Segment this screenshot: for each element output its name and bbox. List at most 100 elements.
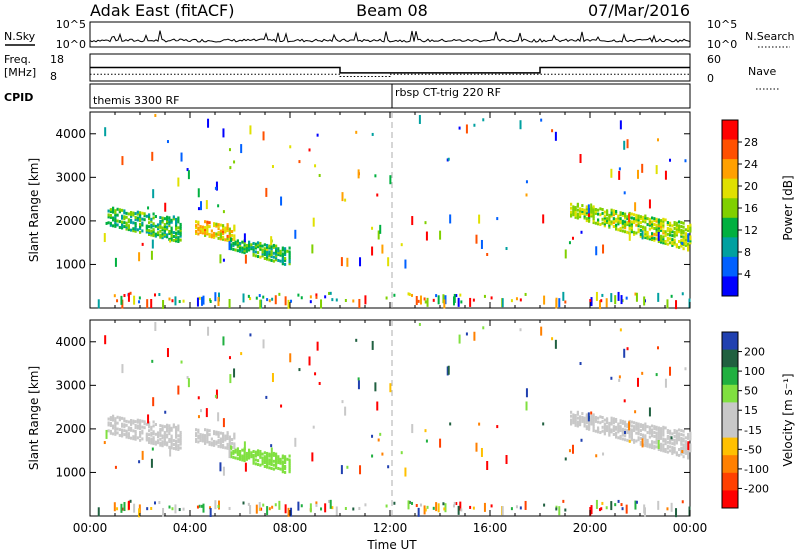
power-echo (215, 222, 218, 226)
power-echo (175, 237, 178, 241)
power-echo (259, 241, 262, 245)
velocity-echo (259, 449, 262, 453)
power-echo (637, 214, 640, 218)
power-echo (157, 233, 160, 237)
velocity-echo (199, 437, 202, 441)
power-echo (418, 114, 421, 124)
power-echo (257, 245, 260, 249)
power-echo (148, 213, 151, 217)
velocity-echo (159, 424, 162, 428)
power-echo (601, 217, 604, 221)
velocity-echo (288, 470, 291, 474)
noise-line (89, 30, 691, 43)
power-echo (571, 236, 574, 240)
power-echo (143, 214, 146, 218)
velocity-echo (590, 416, 593, 420)
velocity-echo (179, 434, 182, 438)
velocity-echo (689, 431, 692, 435)
power-echo (469, 297, 472, 307)
velocity-echo (208, 433, 211, 437)
power-echo (568, 241, 571, 245)
velocity-echo (606, 429, 609, 433)
cpid-mode-2: rbsp CT-trig 220 RF (395, 86, 501, 99)
velocity-echo (581, 419, 584, 423)
power-echo (311, 244, 314, 254)
power-echo (637, 224, 640, 228)
power-echo (247, 294, 250, 298)
velocity-echo (150, 441, 153, 445)
velocity-echo (662, 445, 665, 449)
power-echo (651, 238, 654, 242)
velocity-echo (148, 429, 151, 433)
power-echo (595, 246, 598, 256)
power-echo (241, 240, 244, 244)
velocity-echo (195, 432, 198, 436)
velocity-echo (639, 423, 642, 427)
power-echo (139, 219, 142, 223)
velocity-echo (204, 434, 207, 438)
velocity-echo (655, 425, 658, 429)
velocity-echo (644, 428, 647, 432)
power-echo (646, 230, 649, 234)
velocity-echo (134, 429, 137, 433)
power-echo (633, 219, 636, 223)
velocity-echo (125, 431, 128, 435)
velocity-echo (161, 428, 164, 432)
velocity-echo (641, 438, 644, 448)
power-echo (201, 225, 204, 229)
velocity-echo (619, 429, 622, 433)
power-echo (120, 295, 123, 305)
velocity-echo (651, 432, 654, 436)
velocity-echo (248, 454, 251, 458)
power-echo (217, 204, 220, 208)
velocity-echo (617, 424, 620, 428)
power-echo (689, 235, 692, 239)
power-echo (579, 209, 582, 213)
power-echo (644, 220, 647, 224)
velocity-echo (331, 506, 334, 510)
velocity-echo (660, 432, 663, 436)
power-echo (576, 202, 579, 206)
power-echo (270, 236, 273, 246)
power-echo (175, 217, 178, 221)
power-echo (630, 228, 633, 232)
power-echo (610, 212, 613, 216)
power-echo (687, 233, 690, 243)
velocity-echo (208, 429, 211, 433)
power-echo (633, 221, 636, 225)
power-echo (163, 228, 166, 232)
velocity-echo (675, 441, 678, 445)
velocity-colorbar-cell (722, 455, 738, 474)
velocity-echo (175, 425, 178, 429)
velocity-echo (175, 427, 178, 431)
power-echo (166, 235, 169, 239)
velocity-echo (525, 401, 528, 411)
velocity-echo (234, 456, 237, 460)
power-echo (109, 208, 112, 212)
power-echo (576, 204, 579, 208)
power-echo (673, 226, 676, 230)
power-echo (615, 225, 618, 229)
nave-tick-bottom: 0 (707, 72, 714, 85)
velocity-echo (139, 438, 142, 442)
power-echo (572, 209, 575, 213)
velocity-echo (515, 505, 518, 509)
velocity-echo (132, 429, 135, 433)
velocity-echo (206, 436, 209, 440)
velocity-echo (675, 429, 678, 433)
velocity-echo (592, 419, 595, 423)
velocity-echo (157, 439, 160, 443)
velocity-echo (601, 419, 604, 423)
velocity-echo (217, 444, 220, 448)
velocity-colorbar-tick-label: -200 (744, 482, 769, 495)
velocity-echo (482, 326, 485, 330)
velocity-echo (254, 462, 257, 466)
power-echo (635, 215, 638, 219)
power-echo (224, 228, 227, 232)
power-echo (168, 218, 171, 222)
power-echo (680, 232, 683, 236)
velocity-echo (626, 423, 629, 427)
velocity-echo (599, 415, 602, 419)
power-echo (217, 230, 220, 234)
